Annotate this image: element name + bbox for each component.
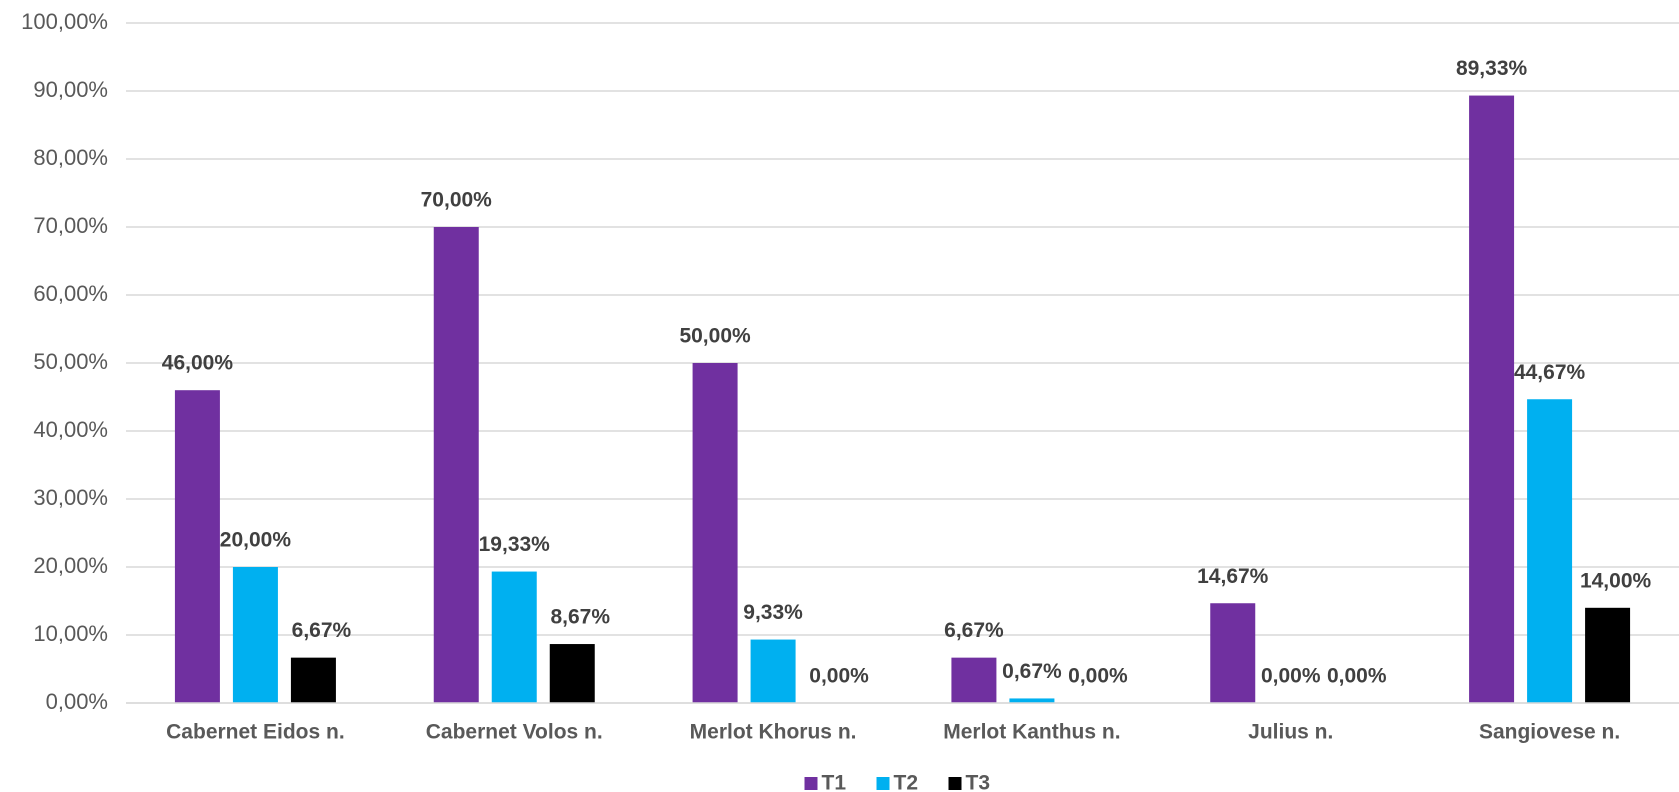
bar: [1210, 603, 1256, 703]
data-label: 0,00%: [1261, 665, 1321, 688]
x-tick-label: Sangiovese n.: [1479, 721, 1620, 744]
data-label: 0,67%: [1002, 660, 1062, 683]
bar: [174, 390, 220, 703]
legend-swatch: [948, 777, 962, 790]
data-label: 9,33%: [743, 601, 803, 624]
data-label: 0,00%: [1327, 665, 1387, 688]
y-tick-label: 0,00%: [46, 689, 108, 714]
data-label: 89,33%: [1456, 57, 1528, 80]
data-label: 0,00%: [809, 665, 869, 688]
data-label: 70,00%: [421, 189, 493, 212]
bar: [951, 657, 997, 703]
y-tick-label: 80,00%: [33, 145, 108, 170]
legend-swatch: [804, 777, 818, 790]
y-tick-label: 100,00%: [21, 9, 108, 34]
legend-swatch: [876, 777, 890, 790]
legend-label: T1: [822, 772, 847, 792]
x-tick-label: Julius n.: [1248, 721, 1333, 744]
bar: [290, 657, 336, 703]
bar: [232, 567, 278, 703]
bar: [692, 363, 738, 703]
x-tick-label: Merlot Khorus n.: [690, 721, 857, 744]
y-tick-label: 70,00%: [33, 213, 108, 238]
bar: [1009, 698, 1055, 703]
data-label: 6,67%: [292, 619, 352, 642]
x-tick-label: Merlot Kanthus n.: [943, 721, 1120, 744]
data-label: 50,00%: [679, 325, 751, 348]
bar: [1527, 399, 1573, 703]
bar: [1469, 95, 1515, 703]
data-label: 19,33%: [479, 533, 551, 556]
data-label: 6,67%: [944, 619, 1004, 642]
data-label: 0,00%: [1068, 665, 1128, 688]
data-label: 14,00%: [1580, 569, 1652, 592]
y-tick-label: 90,00%: [33, 77, 108, 102]
legend-label: T2: [894, 772, 919, 792]
y-tick-label: 50,00%: [33, 349, 108, 374]
data-label: 8,67%: [550, 606, 610, 629]
data-label: 46,00%: [162, 352, 234, 375]
y-tick-label: 40,00%: [33, 417, 108, 442]
bar: [491, 571, 537, 703]
x-tick-label: Cabernet Volos n.: [426, 721, 603, 744]
data-label: 20,00%: [220, 529, 292, 552]
bar: [1585, 607, 1631, 703]
y-tick-label: 30,00%: [33, 485, 108, 510]
bar: [549, 644, 595, 703]
bar: [433, 227, 479, 703]
y-tick-label: 20,00%: [33, 553, 108, 578]
legend-label: T3: [966, 772, 991, 792]
y-tick-label: 60,00%: [33, 281, 108, 306]
bar: [750, 639, 796, 703]
data-label: 44,67%: [1514, 361, 1586, 384]
y-tick-label: 10,00%: [33, 621, 108, 646]
x-tick-label: Cabernet Eidos n.: [166, 721, 345, 744]
data-label: 14,67%: [1197, 565, 1269, 588]
